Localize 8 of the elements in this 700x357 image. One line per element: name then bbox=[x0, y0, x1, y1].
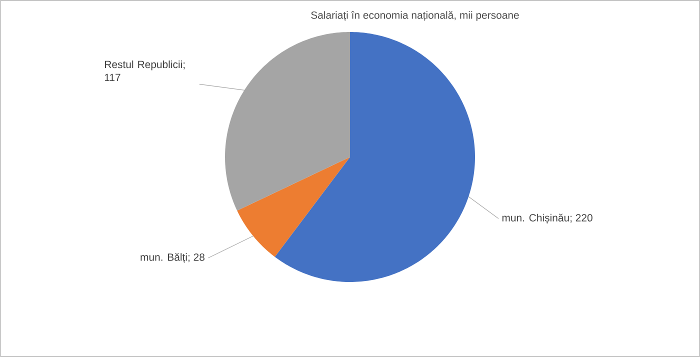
chart-title: Salariați în economia națională, mii persoane bbox=[311, 11, 519, 21]
slice-label: mun. Bălți bbox=[140, 253, 187, 263]
slice-label: mun. Chișinău bbox=[502, 214, 569, 224]
text: ; bbox=[184, 62, 185, 70]
data-label: ; 220 bbox=[570, 214, 592, 223]
slice-label: Restul Republicii bbox=[105, 60, 182, 70]
text: 117 bbox=[104, 74, 120, 82]
data-label: ; 28 bbox=[188, 253, 204, 262]
